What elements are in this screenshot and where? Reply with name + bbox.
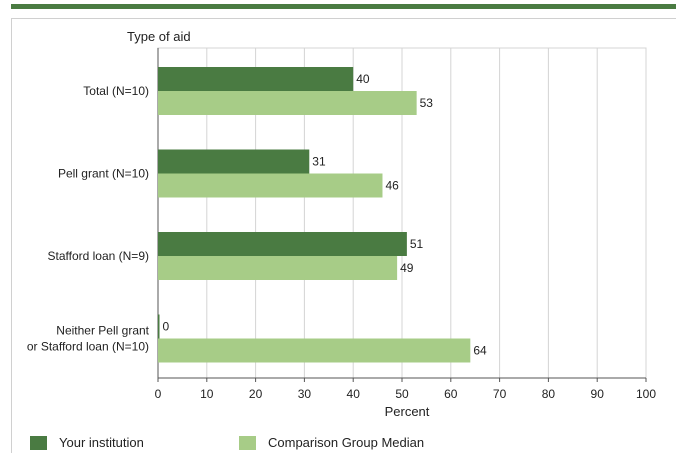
- legend-label-institution: Your institution: [59, 435, 144, 450]
- legend-item-institution: Your institution: [30, 435, 144, 450]
- x-tick-label: 0: [155, 387, 162, 401]
- bar-institution: [158, 232, 407, 256]
- bar-value-label: 46: [385, 179, 399, 193]
- x-tick-label: 30: [298, 387, 312, 401]
- bar-comparison: [158, 173, 383, 198]
- bar-value-label: 53: [420, 96, 434, 110]
- x-tick-label: 100: [636, 387, 656, 401]
- bar-value-label: 31: [312, 155, 326, 169]
- x-tick-label: 90: [591, 387, 605, 401]
- category-label: Neither Pell grant: [56, 324, 149, 338]
- bar-value-label: 64: [473, 344, 487, 358]
- bar-comparison: [158, 256, 398, 280]
- x-tick-label: 20: [249, 387, 263, 401]
- bar-value-label: 49: [400, 261, 414, 275]
- x-tick-label: 10: [200, 387, 214, 401]
- legend-label-comparison: Comparison Group Median: [268, 435, 425, 450]
- bar-value-label: 51: [410, 237, 424, 251]
- bar-value-label: 40: [356, 72, 370, 86]
- x-tick-label: 70: [493, 387, 507, 401]
- category-axis-title: Type of aid: [127, 29, 191, 44]
- category-label: or Stafford loan (N=10): [27, 340, 149, 354]
- x-tick-label: 50: [395, 387, 409, 401]
- bar-comparison: [158, 91, 417, 115]
- x-tick-label: 40: [347, 387, 361, 401]
- legend-swatch-institution: [30, 435, 47, 450]
- bar-comparison: [158, 338, 471, 363]
- x-tick-label: 80: [542, 387, 556, 401]
- category-label: Stafford loan (N=9): [47, 249, 149, 263]
- x-tick-label: 60: [444, 387, 458, 401]
- bar-value-label: 0: [163, 320, 170, 334]
- category-label: Pell grant (N=10): [58, 167, 149, 181]
- legend-item-comparison: Comparison Group Median: [239, 435, 424, 450]
- value-axis-title: Percent: [385, 404, 430, 419]
- legend: Your institution Comparison Group Median: [11, 427, 676, 453]
- bar-institution: [158, 149, 310, 174]
- legend-swatch-comparison: [239, 435, 256, 450]
- bar-institution: [158, 314, 160, 339]
- category-label: Total (N=10): [83, 84, 149, 98]
- bar-institution: [158, 67, 354, 91]
- top-accent-rule: [11, 4, 676, 9]
